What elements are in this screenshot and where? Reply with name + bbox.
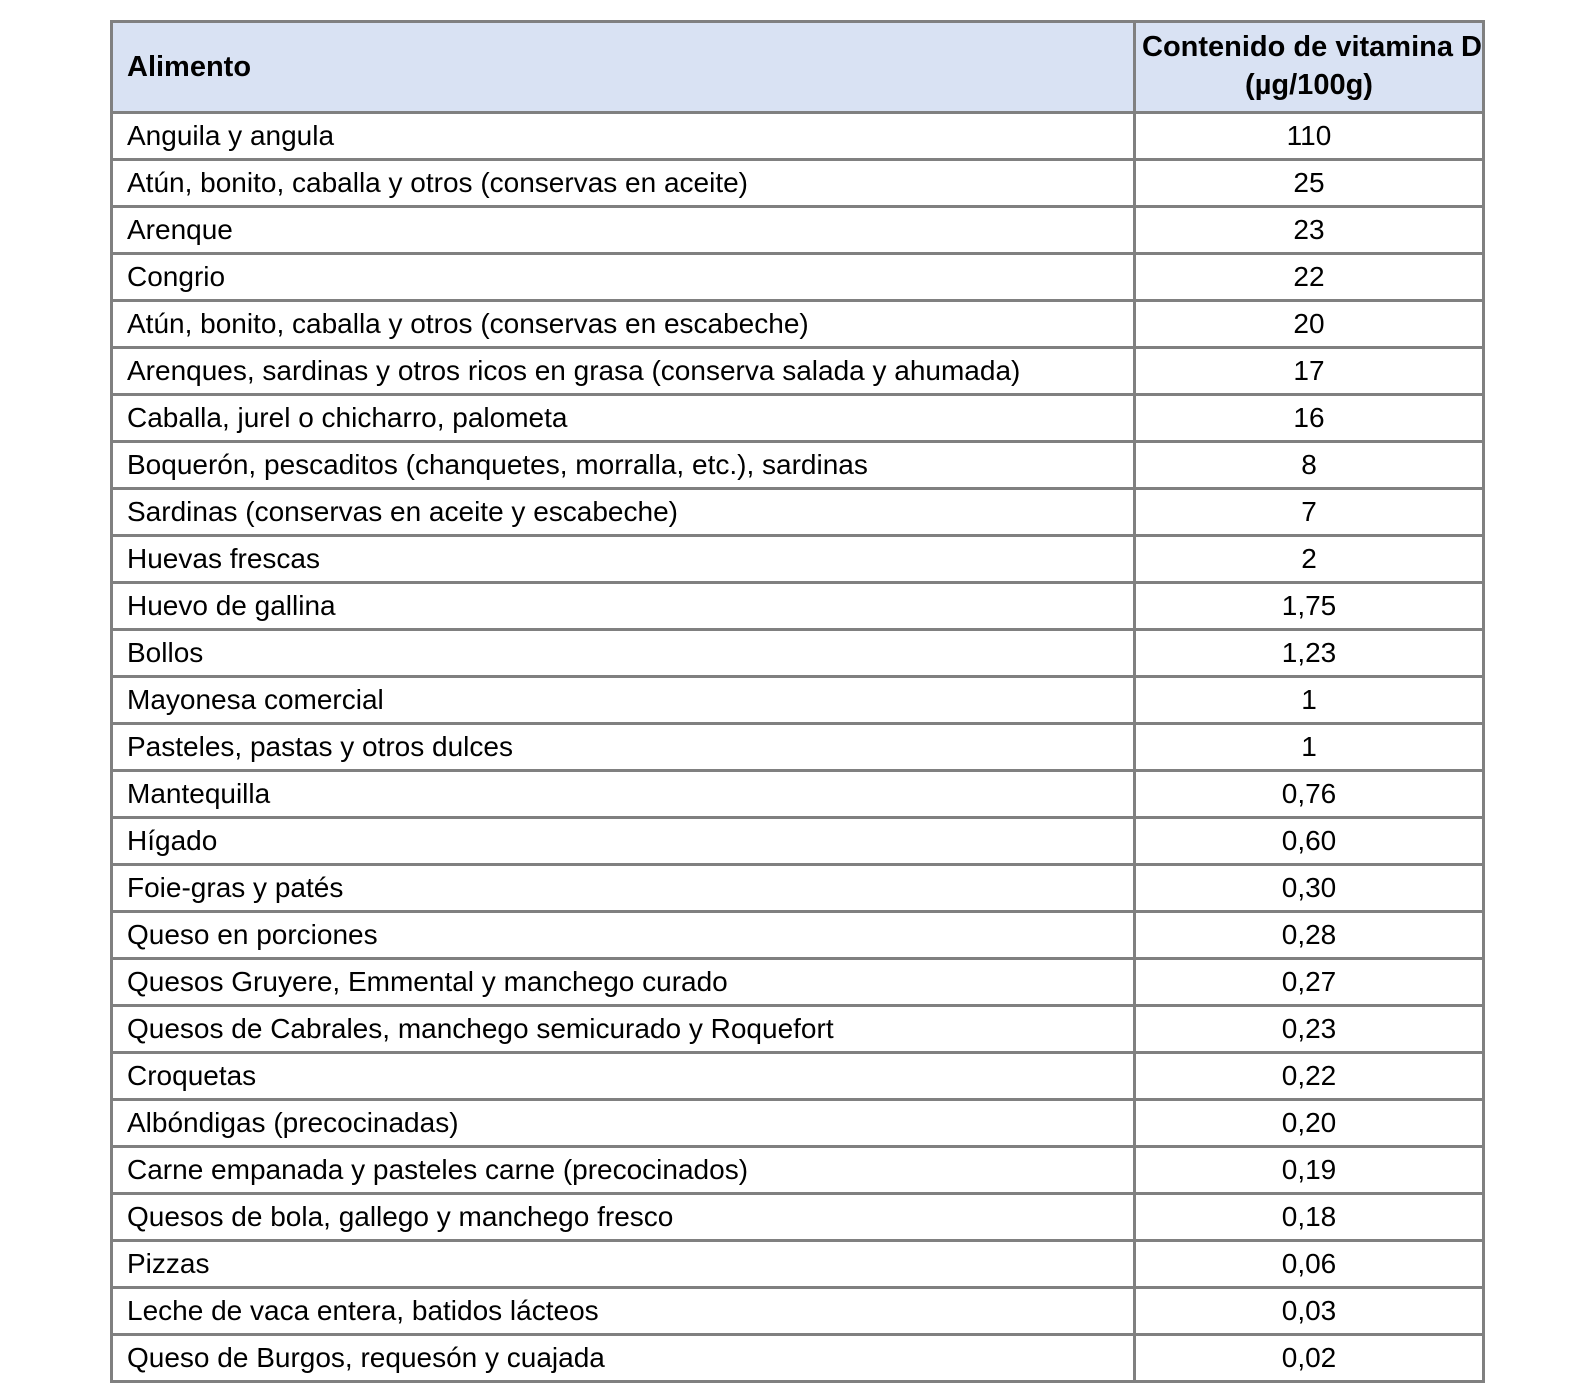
header-cell-contenido-vitamina-d: Contenido de vitamina D (µg/100g) bbox=[1133, 20, 1485, 114]
vitamin-value-cell: 0,18 bbox=[1133, 1192, 1485, 1242]
food-name-cell: Huevas frescas bbox=[110, 534, 1136, 584]
food-name-cell: Quesos Gruyere, Emmental y manchego cura… bbox=[110, 957, 1136, 1007]
table-row: Pasteles, pastas y otros dulces 1 bbox=[110, 722, 1485, 772]
vitamin-value-cell: 8 bbox=[1133, 440, 1485, 490]
vitamin-value-cell: 0,28 bbox=[1133, 910, 1485, 960]
food-name-cell: Pasteles, pastas y otros dulces bbox=[110, 722, 1136, 772]
table-row: Anguila y angula 110 bbox=[110, 111, 1485, 161]
food-name-cell: Bollos bbox=[110, 628, 1136, 678]
table-row: Croquetas 0,22 bbox=[110, 1051, 1485, 1101]
food-name-cell: Congrio bbox=[110, 252, 1136, 302]
vitamin-value-cell: 1,23 bbox=[1133, 628, 1485, 678]
food-name-cell: Mayonesa comercial bbox=[110, 675, 1136, 725]
vitamin-value-cell: 2 bbox=[1133, 534, 1485, 584]
food-name-cell: Atún, bonito, caballa y otros (conservas… bbox=[110, 158, 1136, 208]
vitamin-value-cell: 0,20 bbox=[1133, 1098, 1485, 1148]
vitamin-value-cell: 110 bbox=[1133, 111, 1485, 161]
food-name-cell: Mantequilla bbox=[110, 769, 1136, 819]
vitamin-value-cell: 25 bbox=[1133, 158, 1485, 208]
table-row: Foie-gras y patés 0,30 bbox=[110, 863, 1485, 913]
vitamin-value-cell: 0,02 bbox=[1133, 1333, 1485, 1383]
vitamin-value-cell: 0,22 bbox=[1133, 1051, 1485, 1101]
header-row: Alimento Contenido de vitamina D (µg/100… bbox=[110, 20, 1485, 114]
food-name-cell: Quesos de bola, gallego y manchego fresc… bbox=[110, 1192, 1136, 1242]
table-row: Huevas frescas 2 bbox=[110, 534, 1485, 584]
food-name-cell: Foie-gras y patés bbox=[110, 863, 1136, 913]
food-name-cell: Huevo de gallina bbox=[110, 581, 1136, 631]
food-name-cell: Pizzas bbox=[110, 1239, 1136, 1289]
vitamin-value-cell: 1,75 bbox=[1133, 581, 1485, 631]
food-name-cell: Carne empanada y pasteles carne (precoci… bbox=[110, 1145, 1136, 1195]
table-row: Queso de Burgos, requesón y cuajada 0,02 bbox=[110, 1333, 1485, 1383]
vitamin-value-cell: 0,23 bbox=[1133, 1004, 1485, 1054]
header-contenido-line2: (µg/100g) bbox=[1245, 69, 1373, 101]
table-row: Congrio 22 bbox=[110, 252, 1485, 302]
vitamin-value-cell: 1 bbox=[1133, 675, 1485, 725]
table-row: Pizzas 0,06 bbox=[110, 1239, 1485, 1289]
table-row: Arenques, sardinas y otros ricos en gras… bbox=[110, 346, 1485, 396]
food-name-cell: Sardinas (conservas en aceite y escabech… bbox=[110, 487, 1136, 537]
table-row: Albóndigas (precocinadas) 0,20 bbox=[110, 1098, 1485, 1148]
table-row: Atún, bonito, caballa y otros (conservas… bbox=[110, 158, 1485, 208]
food-name-cell: Albóndigas (precocinadas) bbox=[110, 1098, 1136, 1148]
table-row: Atún, bonito, caballa y otros (conservas… bbox=[110, 299, 1485, 349]
vitamin-value-cell: 0,76 bbox=[1133, 769, 1485, 819]
vitamin-value-cell: 0,60 bbox=[1133, 816, 1485, 866]
food-name-cell: Leche de vaca entera, batidos lácteos bbox=[110, 1286, 1136, 1336]
vitamin-value-cell: 16 bbox=[1133, 393, 1485, 443]
table-row: Mantequilla 0,76 bbox=[110, 769, 1485, 819]
table-row: Hígado 0,60 bbox=[110, 816, 1485, 866]
vitamin-value-cell: 0,30 bbox=[1133, 863, 1485, 913]
vitamin-value-cell: 1 bbox=[1133, 722, 1485, 772]
food-name-cell: Anguila y angula bbox=[110, 111, 1136, 161]
food-name-cell: Arenque bbox=[110, 205, 1136, 255]
table-row: Mayonesa comercial 1 bbox=[110, 675, 1485, 725]
table-row: Bollos 1,23 bbox=[110, 628, 1485, 678]
table-row: Leche de vaca entera, batidos lácteos 0,0… bbox=[110, 1286, 1485, 1336]
table-row: Sardinas (conservas en aceite y escabech… bbox=[110, 487, 1485, 537]
vitamin-value-cell: 20 bbox=[1133, 299, 1485, 349]
table-row: Quesos Gruyere, Emmental y manchego cura… bbox=[110, 957, 1485, 1007]
header-contenido-line1: Contenido de vitamina D bbox=[1142, 31, 1482, 64]
food-name-cell: Atún, bonito, caballa y otros (conservas… bbox=[110, 299, 1136, 349]
food-name-cell: Boquerón, pescaditos (chanquetes, morral… bbox=[110, 440, 1136, 490]
food-name-cell: Quesos de Cabrales, manchego semicurado … bbox=[110, 1004, 1136, 1054]
table-row: Quesos de bola, gallego y manchego fresc… bbox=[110, 1192, 1485, 1242]
food-name-cell: Queso de Burgos, requesón y cuajada bbox=[110, 1333, 1136, 1383]
food-name-cell: Hígado bbox=[110, 816, 1136, 866]
vitamin-value-cell: 22 bbox=[1133, 252, 1485, 302]
food-name-cell: Croquetas bbox=[110, 1051, 1136, 1101]
vitamin-value-cell: 0,03 bbox=[1133, 1286, 1485, 1336]
table-row: Arenque 23 bbox=[110, 205, 1485, 255]
vitamin-value-cell: 0,19 bbox=[1133, 1145, 1485, 1195]
vitamin-value-cell: 0,06 bbox=[1133, 1239, 1485, 1289]
vitamin-d-table: Alimento Contenido de vitamina D (µg/100… bbox=[110, 20, 1485, 1383]
header-cell-alimento: Alimento bbox=[110, 20, 1136, 114]
table-row: Quesos de Cabrales, manchego semicurado … bbox=[110, 1004, 1485, 1054]
table-row: Queso en porciones 0,28 bbox=[110, 910, 1485, 960]
vitamin-value-cell: 7 bbox=[1133, 487, 1485, 537]
food-name-cell: Caballa, jurel o chicharro, palometa bbox=[110, 393, 1136, 443]
vitamin-value-cell: 17 bbox=[1133, 346, 1485, 396]
table-row: Caballa, jurel o chicharro, palometa 16 bbox=[110, 393, 1485, 443]
table-body: Anguila y angula 110 Atún, bonito, caballa… bbox=[110, 111, 1485, 1383]
table-row: Huevo de gallina 1,75 bbox=[110, 581, 1485, 631]
table-row: Boquerón, pescaditos (chanquetes, morral… bbox=[110, 440, 1485, 490]
table-row: Carne empanada y pasteles carne (precoci… bbox=[110, 1145, 1485, 1195]
table-header: Alimento Contenido de vitamina D (µg/100… bbox=[110, 20, 1485, 114]
vitamin-value-cell: 0,27 bbox=[1133, 957, 1485, 1007]
vitamin-value-cell: 23 bbox=[1133, 205, 1485, 255]
food-name-cell: Arenques, sardinas y otros ricos en gras… bbox=[110, 346, 1136, 396]
food-name-cell: Queso en porciones bbox=[110, 910, 1136, 960]
